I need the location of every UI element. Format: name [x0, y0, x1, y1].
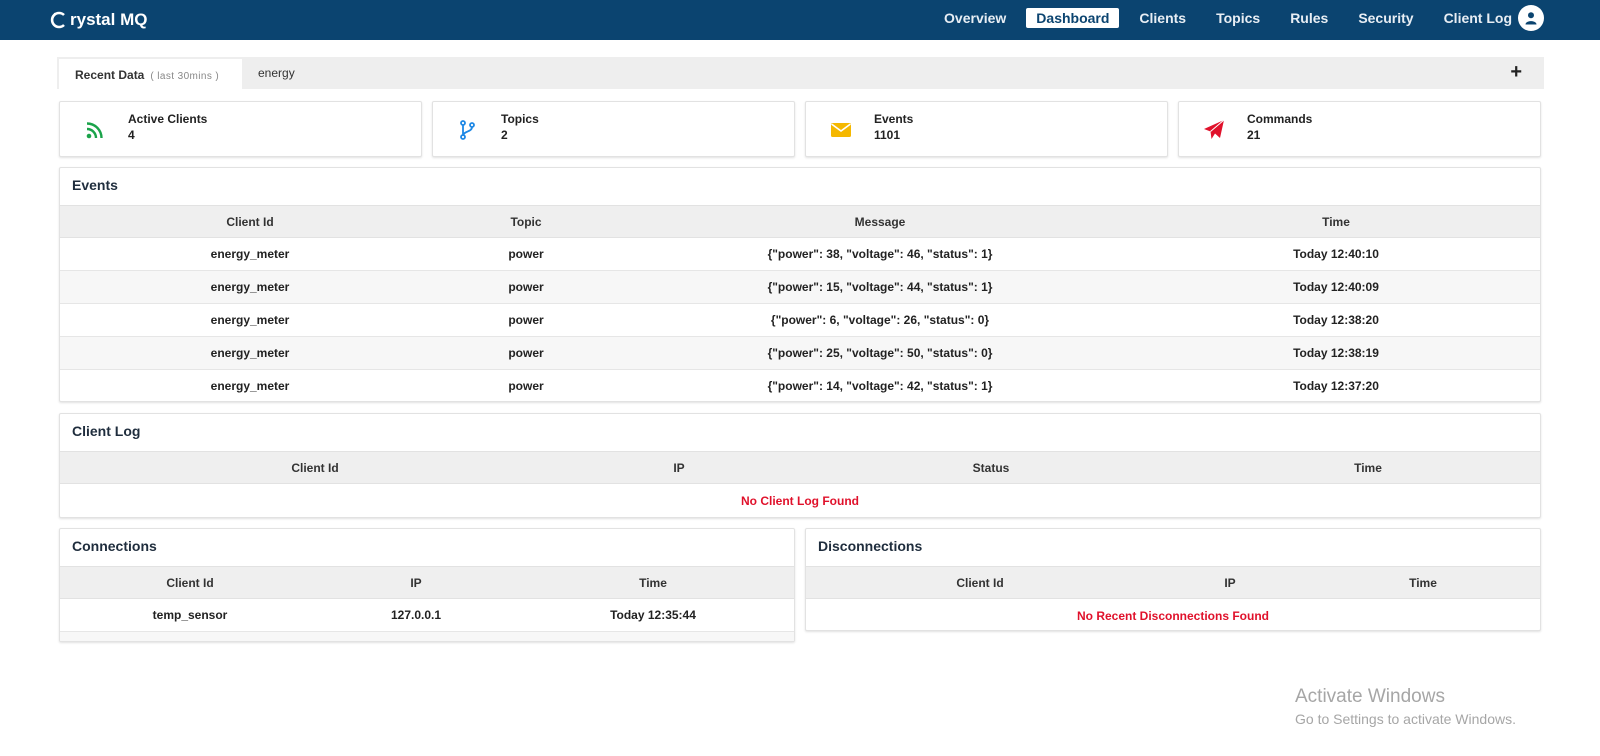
activate-windows-subtitle: Go to Settings to activate Windows. [1295, 711, 1516, 727]
column-header: Time [1322, 215, 1350, 229]
cell-message: {"power": 25, "voltage": 50, "status": 0… [767, 346, 993, 360]
cell-time: Today 12:38:19 [1293, 346, 1379, 360]
column-header: Topic [510, 215, 542, 229]
stat-label: Active Clients [128, 112, 208, 126]
cell-client-id: energy_meter [210, 379, 290, 393]
column-header: Time [639, 576, 667, 590]
cell-time: Today 12:37:20 [1293, 379, 1379, 393]
stat-label: Commands [1247, 112, 1313, 126]
cell-message: {"power": 6, "voltage": 26, "status": 0} [770, 313, 990, 327]
user-icon [1525, 12, 1537, 25]
cell-topic: power [508, 280, 544, 294]
crystal-logo-icon [50, 11, 68, 29]
stat-value: 2 [501, 128, 508, 142]
column-header: IP [410, 576, 422, 590]
cell-time: Today 12:40:10 [1293, 247, 1379, 261]
rss-icon [84, 119, 106, 141]
column-header: Time [1409, 576, 1437, 590]
cell-message: {"power": 38, "voltage": 46, "status": 1… [767, 247, 993, 261]
column-header: Client Id [226, 215, 274, 229]
stat-card-commands: Commands 21 [1178, 101, 1541, 157]
connections-panel: Connections Client Id IP Time temp_senso… [59, 528, 795, 642]
events-panel: Events Client Id Topic Message Time ener… [59, 167, 1541, 402]
stat-card-topics: Topics 2 [432, 101, 795, 157]
cell-message: {"power": 15, "voltage": 44, "status": 1… [767, 280, 993, 294]
cell-client-id: temp_sensor [152, 608, 228, 622]
stat-value: 21 [1247, 128, 1261, 142]
stat-label: Events [874, 112, 914, 126]
nav-topics[interactable]: Topics [1216, 10, 1261, 26]
table-header: Client Id IP Time [806, 566, 1540, 599]
disconnections-panel: Disconnections Client Id IP Time No Rece… [805, 528, 1541, 631]
panel-title: Disconnections [818, 538, 923, 554]
panel-title: Events [72, 177, 118, 193]
cell-client-id: energy_meter [210, 346, 290, 360]
column-header: IP [673, 461, 685, 475]
nav-client-log[interactable]: Client Log [1443, 10, 1512, 26]
table-header: Client Id IP Time [60, 566, 794, 599]
stat-card-events: Events 1101 [805, 101, 1168, 157]
cell-ip: 127.0.0.1 [390, 608, 442, 622]
table-row: energy_meter power {"power": 38, "voltag… [60, 238, 1540, 271]
top-navbar: rystal MQ Overview Dashboard Clients Top… [0, 0, 1600, 40]
cell-topic: power [508, 379, 544, 393]
branch-icon [457, 119, 479, 141]
table-row: energy_meter power {"power": 6, "voltage… [60, 304, 1540, 337]
table-row: energy_meter power {"power": 25, "voltag… [60, 337, 1540, 370]
column-header: Client Id [166, 576, 214, 590]
column-header: Client Id [291, 461, 339, 475]
tab-recent-hint: ( last 30mins ) [150, 71, 220, 82]
empty-message: No Client Log Found [741, 494, 859, 508]
table-header: Client Id Topic Message Time [60, 205, 1540, 238]
add-tab-button[interactable]: + [1510, 61, 1522, 83]
stat-label: Topics [501, 112, 539, 126]
tab-energy[interactable]: energy [258, 66, 295, 80]
column-header: Status [972, 461, 1010, 475]
user-avatar-button[interactable] [1518, 5, 1544, 31]
column-header: IP [1224, 576, 1236, 590]
stat-value: 1101 [874, 128, 901, 142]
brand-logo[interactable]: rystal MQ [50, 6, 147, 34]
cell-time: Today 12:35:44 [610, 608, 696, 622]
client-log-panel: Client Log Client Id IP Status Time No C… [59, 413, 1541, 518]
table-row: energy_meter power {"power": 14, "voltag… [60, 370, 1540, 401]
paper-plane-icon [1203, 119, 1225, 141]
dashboard-tabs: Recent Data ( last 30mins ) energy + [57, 57, 1544, 89]
cell-client-id: energy_meter [210, 313, 290, 327]
tab-recent-label: Recent Data [75, 68, 145, 82]
cell-time: Today 12:40:09 [1293, 280, 1379, 294]
cell-client-id: energy_meter [210, 280, 290, 294]
nav-security[interactable]: Security [1358, 10, 1414, 26]
panel-title: Connections [72, 538, 157, 554]
tab-recent-data[interactable]: Recent Data ( last 30mins ) [59, 57, 242, 89]
main-nav: Overview Dashboard Clients Topics Rules … [924, 8, 1522, 28]
table-row-partial [60, 632, 794, 641]
column-header: Time [1354, 461, 1382, 475]
cell-message: {"power": 14, "voltage": 42, "status": 1… [767, 379, 993, 393]
cell-topic: power [508, 313, 544, 327]
nav-clients[interactable]: Clients [1139, 10, 1187, 26]
nav-overview[interactable]: Overview [944, 10, 1007, 26]
envelope-icon [830, 119, 852, 141]
cell-time: Today 12:38:20 [1293, 313, 1379, 327]
cell-client-id: energy_meter [210, 247, 290, 261]
brand-name: rystal MQ [70, 10, 148, 29]
table-row: energy_meter power {"power": 15, "voltag… [60, 271, 1540, 304]
panel-title: Client Log [72, 423, 141, 439]
stat-value: 4 [128, 128, 135, 142]
table-row: temp_sensor 127.0.0.1 Today 12:35:44 [60, 599, 794, 632]
stat-card-active-clients: Active Clients 4 [59, 101, 422, 157]
column-header: Client Id [956, 576, 1004, 590]
cell-topic: power [508, 346, 544, 360]
table-header: Client Id IP Status Time [60, 451, 1540, 484]
nav-dashboard[interactable]: Dashboard [1026, 8, 1120, 28]
empty-message: No Recent Disconnections Found [1076, 609, 1269, 623]
column-header: Message [854, 215, 906, 229]
activate-windows-title: Activate Windows [1295, 686, 1445, 707]
nav-rules[interactable]: Rules [1290, 10, 1329, 26]
cell-topic: power [508, 247, 544, 261]
